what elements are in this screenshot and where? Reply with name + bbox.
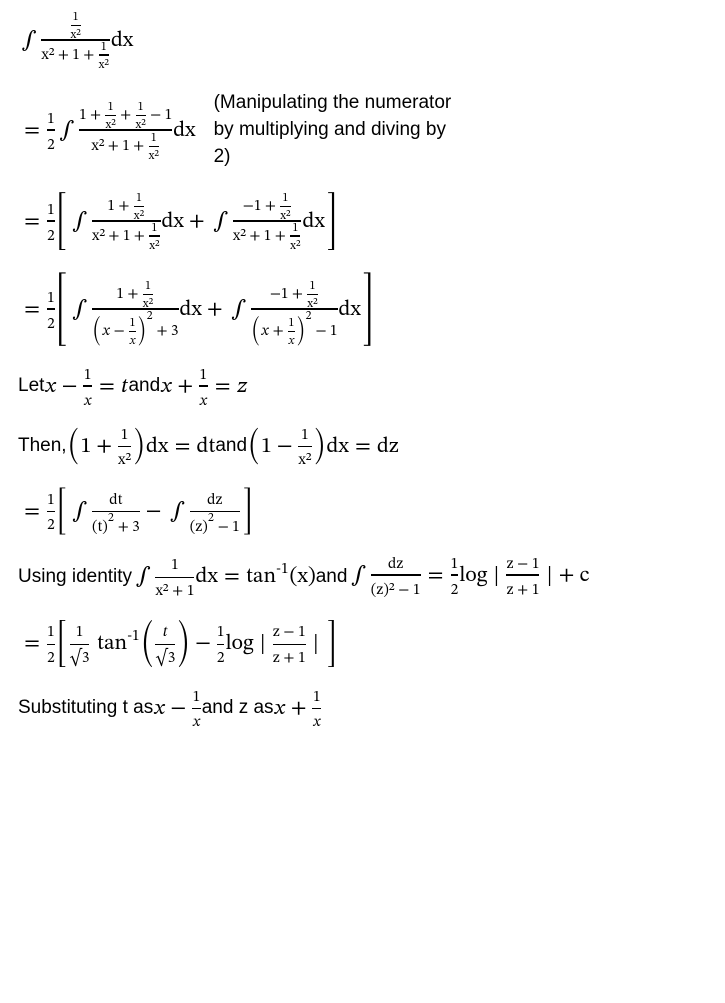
math-eq6: = 12 [ 1√3 tan-1 (t√3) − 12 log |z − 1z …	[18, 620, 338, 668]
eq-2: = 12 ∫ 1+ 1x² + 1x² −1 x²+1+ 1x² dx (Man…	[18, 90, 707, 170]
math-then-a: (1+1x²)dx=dt	[67, 427, 216, 465]
subst-mid: and z as	[202, 695, 274, 722]
math-subst-b: x+1x	[274, 690, 323, 727]
identity-mid: and	[316, 564, 348, 591]
identity-pre: Using identity	[18, 564, 132, 591]
math-eq2: = 12 ∫ 1+ 1x² + 1x² −1 x²+1+ 1x² dx	[18, 102, 196, 158]
math-eq1: ∫ 1 x² x²+1+ 1x² dx	[18, 12, 133, 68]
math-eq3: = 12 [ ∫ 1+1x² x²+1+1x² dx + ∫ −1+1x² x²…	[18, 192, 338, 250]
annotation-text: (Manipulating the numerator by multiplyi…	[214, 90, 464, 170]
subst-pre: Substituting t as	[18, 695, 153, 722]
math-let-b: x+1x=z	[160, 368, 247, 405]
eq-6: = 12 [ 1√3 tan-1 (t√3) − 12 log |z − 1z …	[18, 620, 707, 668]
let-line: Let x−1x=t and x+1x=z	[18, 368, 707, 405]
eq-5: = 12 [ ∫ dt (t)2+3 − ∫ dz (z)2−1 ]	[18, 487, 707, 535]
math-then-b: (1−1x²)dx=dz	[247, 427, 399, 465]
math-eq4: = 12 [ ∫ 1+1x² (x−1x) 2 +3 dx + ∫ −1+1x²…	[18, 272, 374, 346]
then-pre: Then,	[18, 433, 67, 460]
let-pre: Let	[18, 373, 44, 400]
eq-1: ∫ 1 x² x²+1+ 1x² dx	[18, 12, 707, 68]
math-identity-1: ∫ 1x² + 1 dx= tan-1(x)	[132, 558, 316, 596]
let-mid: and	[128, 373, 160, 400]
then-mid: and	[215, 433, 247, 460]
eq-4: = 12 [ ∫ 1+1x² (x−1x) 2 +3 dx + ∫ −1+1x²…	[18, 272, 707, 346]
subst-line: Substituting t as x−1x and z as x+1x	[18, 690, 707, 727]
math-subst-a: x−1x	[153, 690, 202, 727]
identity-line: Using identity ∫ 1x² + 1 dx= tan-1(x) an…	[18, 557, 707, 598]
math-let-a: x−1x=t	[44, 368, 128, 405]
eq-3: = 12 [ ∫ 1+1x² x²+1+1x² dx + ∫ −1+1x² x²…	[18, 192, 707, 250]
math-identity-2: ∫ dz(z)² − 1 = 12 log |z − 1z + 1| + c	[347, 557, 589, 598]
math-eq5: = 12 [ ∫ dt (t)2+3 − ∫ dz (z)2−1 ]	[18, 487, 254, 535]
then-line: Then, (1+1x²)dx=dt and (1−1x²)dx=dz	[18, 427, 707, 465]
